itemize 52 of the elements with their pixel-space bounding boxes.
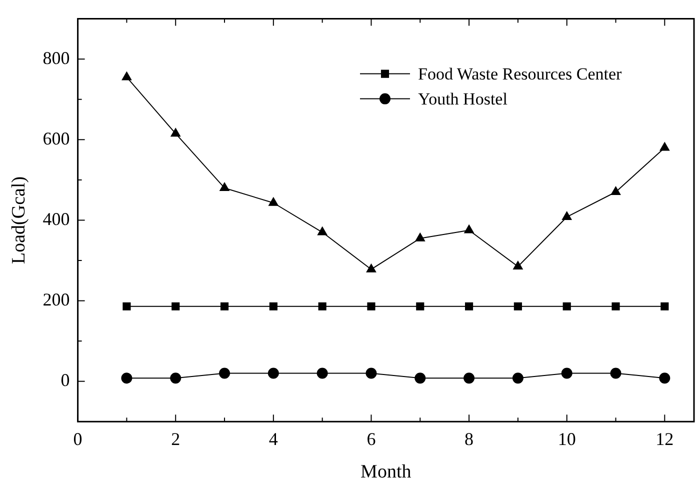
point — [318, 302, 326, 310]
point — [170, 128, 180, 137]
point — [610, 368, 622, 379]
point — [512, 372, 524, 384]
x-tick-label: 0 — [73, 429, 82, 450]
y-tick-label: 0 — [60, 370, 70, 390]
point — [122, 302, 131, 310]
point — [562, 302, 571, 310]
point — [122, 72, 132, 80]
x-tick-label: 2 — [171, 429, 180, 450]
y-tick-label: 400 — [42, 208, 70, 229]
point — [513, 261, 523, 270]
y-tick-label: 800 — [42, 48, 70, 68]
point — [172, 302, 180, 310]
legend-label: Food Waste Resources Center — [418, 64, 622, 84]
point — [464, 224, 474, 234]
x-tick-label: 12 — [656, 429, 674, 450]
point — [220, 302, 229, 310]
point — [562, 211, 572, 220]
point — [366, 368, 377, 379]
x-tick-label: 6 — [366, 429, 376, 450]
legend-label: Youth Hostel — [418, 89, 508, 108]
point — [416, 302, 424, 310]
point — [414, 372, 426, 384]
x-tick-label: 4 — [268, 429, 278, 450]
point — [317, 226, 328, 236]
point — [170, 372, 182, 384]
point — [612, 302, 620, 310]
point — [610, 186, 621, 196]
point — [268, 197, 278, 206]
point — [268, 368, 279, 379]
x-tick-label: 10 — [558, 429, 576, 450]
point — [121, 372, 132, 384]
point — [561, 368, 572, 379]
point — [316, 368, 328, 379]
point — [514, 302, 522, 310]
y-tick-label: 200 — [42, 289, 70, 310]
point — [220, 182, 230, 191]
point — [464, 372, 475, 384]
point — [415, 232, 425, 242]
point — [659, 372, 670, 384]
point — [269, 302, 278, 310]
y-axis-title: Load(Gcal) — [8, 176, 30, 264]
point — [660, 302, 669, 310]
y-tick-label: 600 — [42, 128, 70, 148]
point — [219, 368, 230, 379]
point — [660, 142, 670, 151]
point — [366, 264, 376, 272]
x-axis-title: Month — [360, 462, 412, 483]
point — [465, 302, 474, 310]
point — [367, 302, 376, 310]
x-tick-label: 8 — [464, 429, 474, 450]
